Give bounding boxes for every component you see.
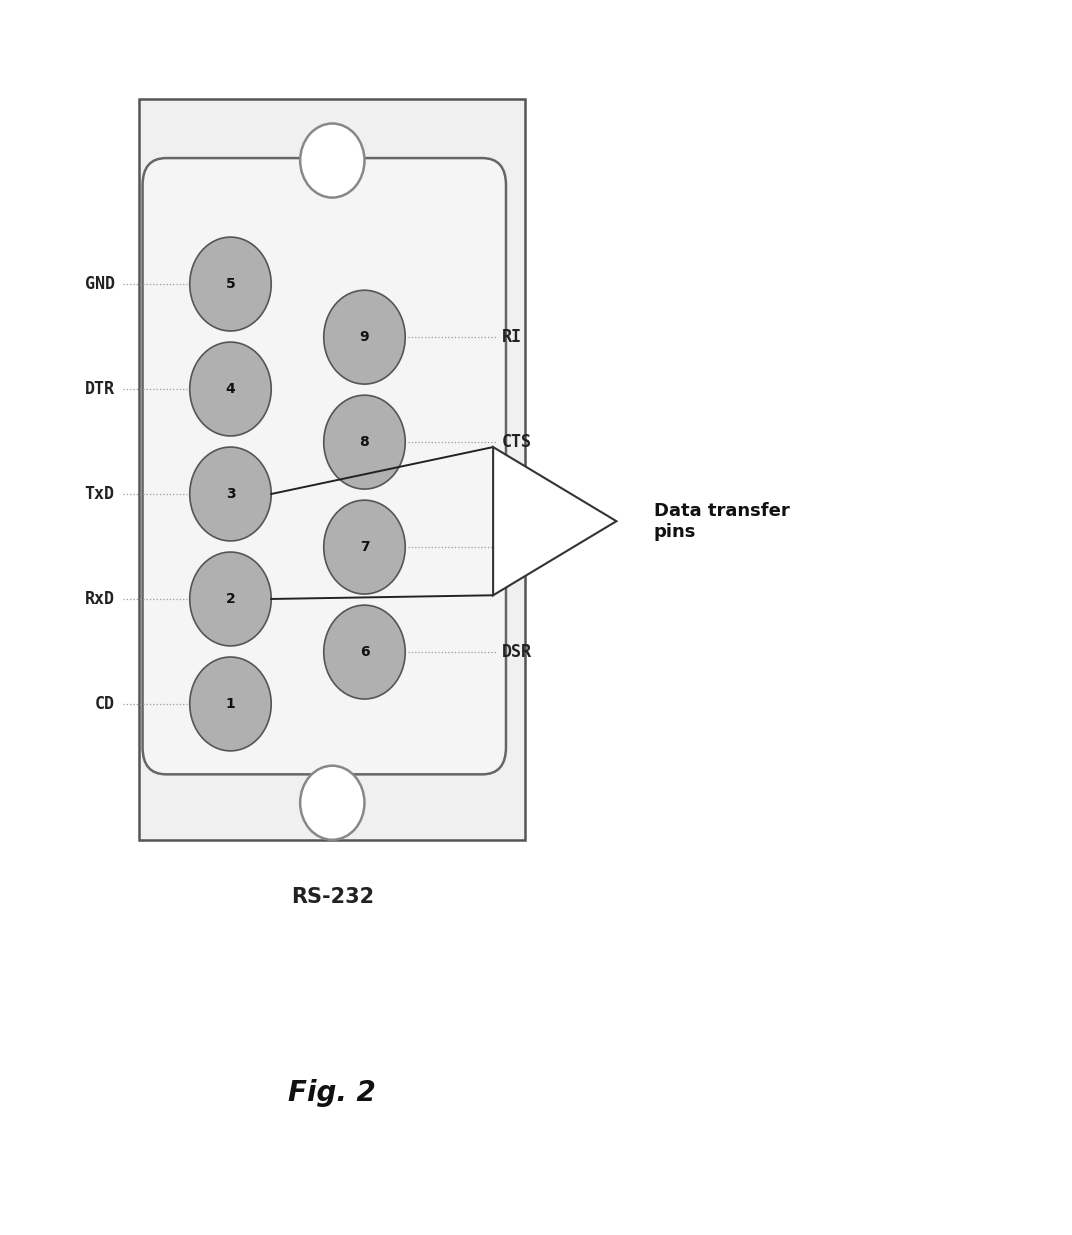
Circle shape: [190, 237, 271, 331]
Text: DTR: DTR: [85, 380, 115, 398]
Circle shape: [324, 290, 405, 384]
Text: 9: 9: [360, 330, 369, 345]
Circle shape: [324, 395, 405, 489]
Circle shape: [324, 605, 405, 699]
Text: Fig. 2: Fig. 2: [288, 1079, 376, 1107]
Text: RxD: RxD: [85, 590, 115, 608]
Circle shape: [190, 342, 271, 436]
Circle shape: [190, 657, 271, 751]
Text: 1: 1: [225, 697, 236, 711]
Circle shape: [190, 447, 271, 541]
Text: 5: 5: [225, 277, 236, 291]
Circle shape: [324, 500, 405, 594]
Text: 8: 8: [359, 435, 370, 450]
Text: RI: RI: [502, 329, 522, 346]
FancyBboxPatch shape: [139, 99, 525, 840]
Text: 3: 3: [226, 487, 235, 501]
Text: RS-232: RS-232: [291, 887, 374, 906]
Text: TxD: TxD: [85, 485, 115, 503]
Polygon shape: [493, 447, 616, 595]
Circle shape: [300, 766, 364, 840]
Text: RTS: RTS: [502, 538, 532, 556]
Text: GND: GND: [85, 275, 115, 293]
Text: DSR: DSR: [502, 643, 532, 661]
Text: Data transfer
pins: Data transfer pins: [654, 501, 790, 541]
Text: 4: 4: [225, 382, 236, 396]
Text: CD: CD: [94, 695, 115, 713]
FancyBboxPatch shape: [143, 158, 506, 774]
Text: 2: 2: [225, 592, 236, 606]
Circle shape: [190, 552, 271, 646]
Text: 6: 6: [360, 645, 369, 659]
Text: CTS: CTS: [502, 433, 532, 451]
Text: 7: 7: [360, 540, 369, 555]
Circle shape: [300, 124, 364, 198]
